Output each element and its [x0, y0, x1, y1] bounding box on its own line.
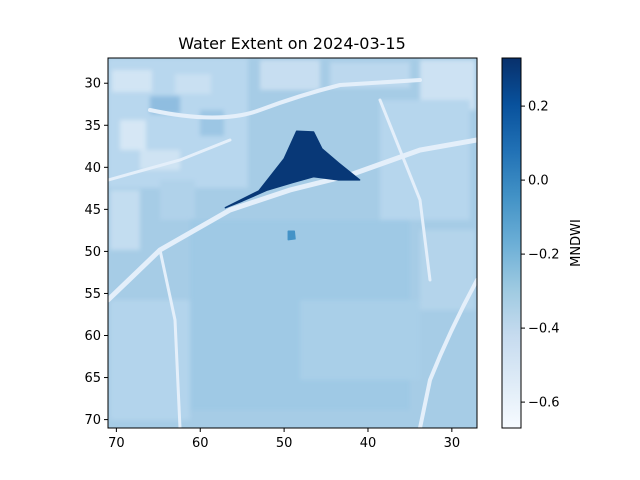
chart-title: Water Extent on 2024-03-15 [178, 34, 406, 53]
colorbar: 0.2 0.0 −0.2 −0.4 −0.6 MNDWI [501, 57, 584, 429]
y-tick-label: 45 [84, 203, 101, 218]
x-tick-label: 40 [360, 436, 377, 451]
y-tick-label: 35 [84, 119, 101, 134]
y-tick-label: 30 [84, 77, 101, 92]
y-tick-label: 50 [84, 245, 101, 260]
features-layer [224, 130, 361, 241]
y-tick-label: 55 [84, 287, 101, 302]
open-land [110, 100, 475, 420]
urban-area [108, 58, 475, 250]
x-axis: 70 60 50 40 30 [108, 428, 460, 451]
x-tick-label: 60 [192, 436, 209, 451]
colorbar-tick-label: 0.0 [528, 174, 549, 189]
colorbar-label: MNDWI [569, 219, 584, 267]
x-tick-label: 70 [108, 436, 125, 451]
colorbar-tick-label: 0.2 [528, 100, 549, 115]
roads [108, 78, 477, 428]
y-tick-label: 70 [84, 413, 101, 428]
plot-frame [107, 57, 478, 429]
y-tick-label: 65 [84, 371, 101, 386]
y-tick-label: 60 [84, 329, 101, 344]
colorbar-tick-label: −0.4 [528, 322, 560, 337]
x-tick-label: 30 [444, 436, 461, 451]
colorbar-gradient [501, 57, 522, 429]
plot-area: 70 60 50 40 30 30 35 40 45 50 55 60 65 70 [84, 57, 478, 451]
water-feature-2 [287, 230, 296, 241]
y-tick-label: 40 [84, 161, 101, 176]
colorbar-tick-label: −0.2 [528, 248, 560, 263]
raster-image [108, 58, 477, 428]
x-tick-label: 50 [276, 436, 293, 451]
water-feature-1 [224, 130, 361, 209]
y-axis: 30 35 40 45 50 55 60 65 70 [84, 77, 108, 428]
colorbar-tick-label: −0.6 [528, 396, 560, 411]
colorbar-ticks: 0.2 0.0 −0.2 −0.4 −0.6 [521, 100, 560, 411]
